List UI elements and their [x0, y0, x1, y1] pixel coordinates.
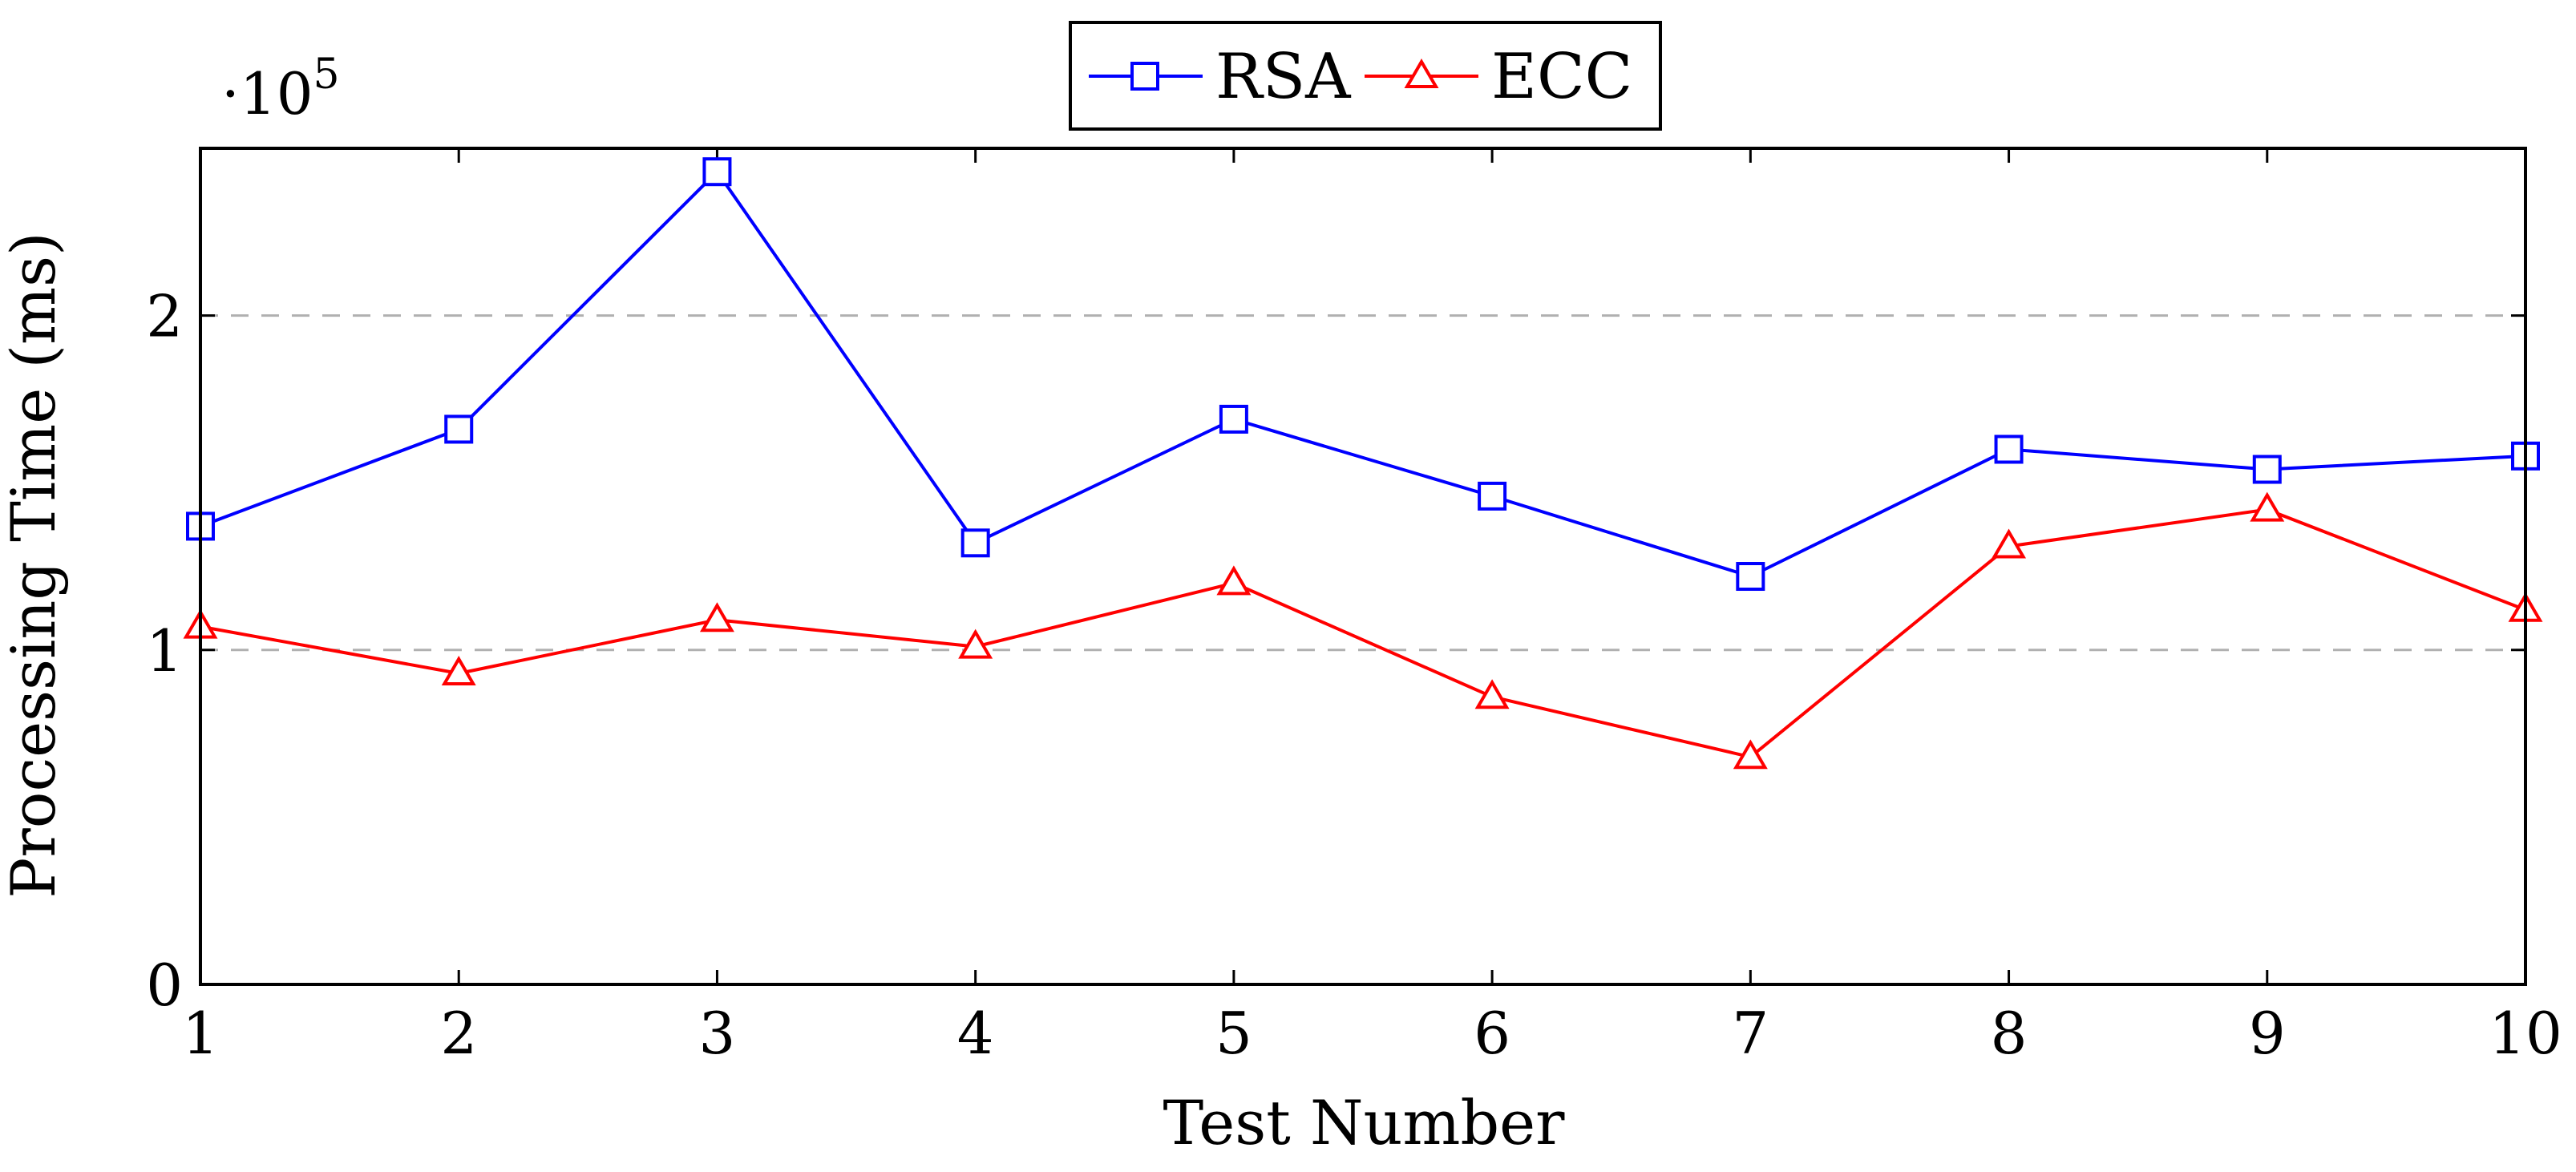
x-tick-label: 4	[957, 1000, 994, 1067]
legend-rsa-marker	[1130, 62, 1159, 91]
y-tick-label: 2	[146, 283, 183, 350]
x-tick-label: 8	[1991, 1000, 2028, 1067]
legend-ecc-marker	[1404, 59, 1439, 88]
data-point-ecc	[2250, 491, 2285, 522]
data-point-rsa	[702, 157, 732, 187]
x-tick-label: 1	[182, 1000, 219, 1067]
y-tick-labels: 0 1 2	[146, 283, 183, 1019]
y-scale-base: ·10	[221, 60, 313, 127]
x-tick-label: 3	[699, 1000, 736, 1067]
data-point-ecc	[1992, 528, 2027, 559]
axis-ticks	[199, 148, 2527, 986]
x-tick-label: 7	[1732, 1000, 1769, 1067]
y-tick-label: 1	[146, 617, 183, 685]
svg-text:·105: ·105	[221, 51, 340, 127]
data-point-ecc	[1216, 565, 1252, 596]
data-point-ecc	[699, 602, 734, 632]
data-point-rsa	[2252, 455, 2282, 484]
series-layer	[183, 157, 2543, 770]
data-point-ecc	[1474, 679, 1510, 709]
y-scale-power: 5	[313, 51, 340, 99]
y-axis-title: Processing Time (ms)	[0, 232, 69, 898]
legend-item-rsa: RSA	[1089, 41, 1352, 113]
y-tick-label: 0	[146, 952, 183, 1019]
series-line-ecc	[200, 507, 2526, 759]
series-rsa	[186, 157, 2540, 592]
data-point-ecc	[441, 656, 476, 686]
x-tick-label: 5	[1215, 1000, 1252, 1067]
plot-frame	[199, 147, 2527, 986]
data-point-rsa	[1478, 481, 1507, 511]
legend: RSA ECC	[1069, 21, 1662, 131]
data-point-ecc	[1733, 739, 1768, 770]
series-line-rsa	[200, 170, 2526, 579]
x-tick-label: 6	[1474, 1000, 1510, 1067]
data-point-ecc	[958, 628, 993, 659]
data-point-rsa	[1219, 404, 1248, 434]
x-tick-label: 9	[2249, 1000, 2286, 1067]
x-axis-title: Test Number	[1163, 1087, 1566, 1158]
grid-lines	[200, 314, 2525, 652]
legend-ecc-label: ECC	[1491, 41, 1632, 113]
data-point-rsa	[960, 528, 990, 558]
y-scale-exponent: ·105	[221, 51, 340, 127]
x-tick-labels: 1 2 3 4 5 6 7 8 9 10	[182, 1000, 2562, 1067]
data-point-rsa	[1994, 434, 2024, 464]
legend-item-ecc: ECC	[1365, 41, 1632, 113]
data-point-rsa	[444, 414, 474, 444]
data-point-rsa	[1736, 562, 1765, 592]
series-ecc	[183, 491, 2543, 770]
x-tick-label: 10	[2489, 1000, 2562, 1067]
x-tick-label: 2	[440, 1000, 477, 1067]
legend-rsa-label: RSA	[1215, 41, 1352, 113]
